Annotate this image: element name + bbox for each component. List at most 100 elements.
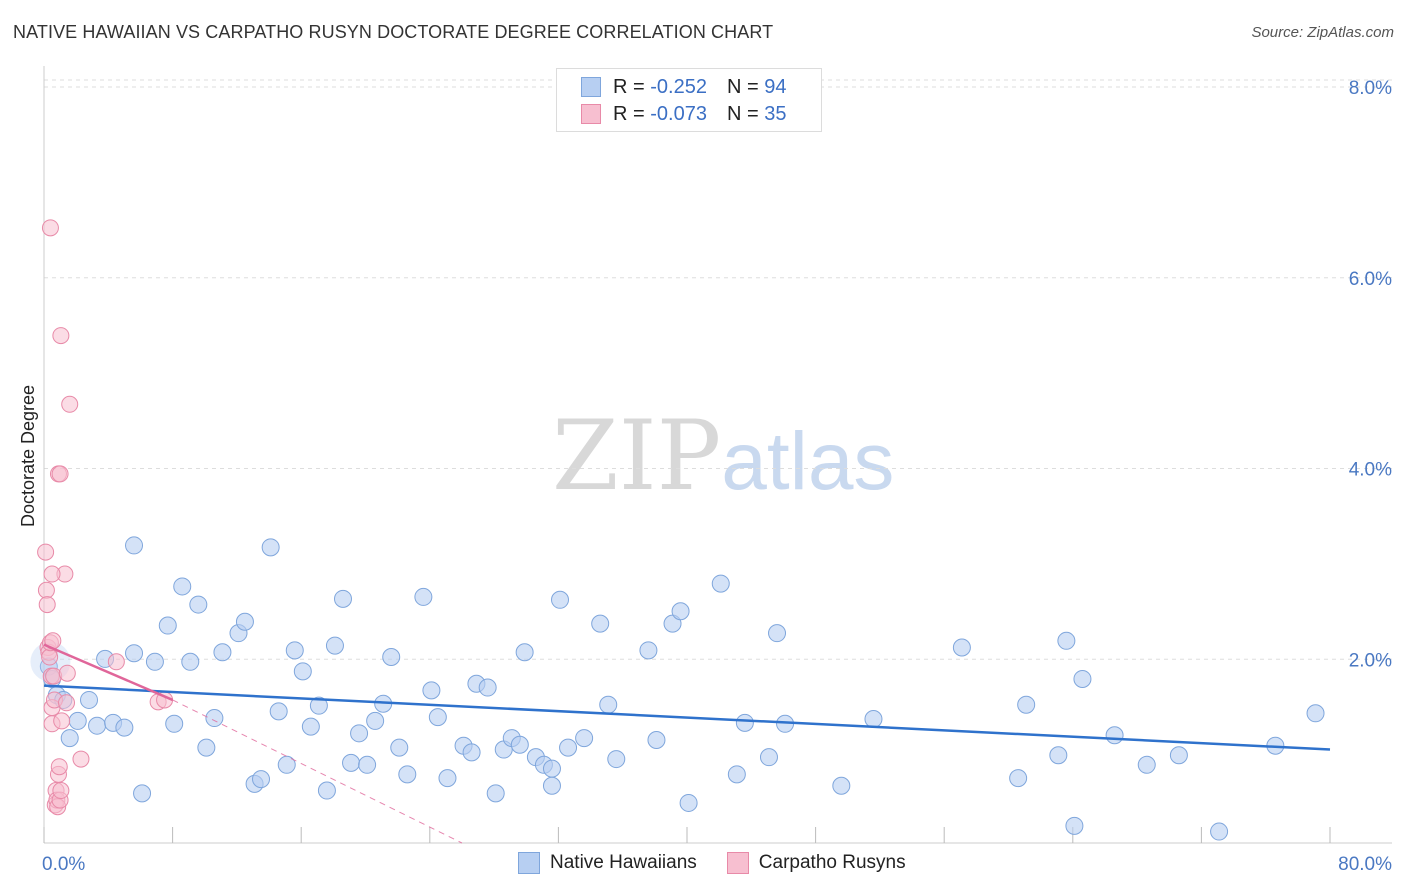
data-point-native-hawaiians <box>599 695 618 714</box>
data-point-native-hawaiians <box>390 738 409 757</box>
data-point-carpatho-rusyns <box>53 712 71 730</box>
data-point-native-hawaiians <box>1306 704 1325 723</box>
y-tick-label: 2.0% <box>1349 650 1392 671</box>
data-point-native-hawaiians <box>125 536 144 555</box>
legend-row-native-hawaiians: R = -0.252 N = 94 <box>581 75 786 99</box>
data-point-native-hawaiians <box>1137 755 1156 774</box>
legend-n-label: N = <box>726 75 759 98</box>
data-point-native-hawaiians <box>647 730 666 749</box>
legend-label-native-hawaiians: Native Hawaiians <box>550 852 697 873</box>
data-point-native-hawaiians <box>1049 746 1068 765</box>
data-point-native-hawaiians <box>213 643 232 662</box>
data-point-native-hawaiians <box>486 784 505 803</box>
data-point-native-hawaiians <box>301 717 320 736</box>
data-point-native-hawaiians <box>727 765 746 784</box>
series-carpatho-rusyns <box>37 219 174 816</box>
tick-labels: 2.0% 4.0% 6.0% 8.0% 0.0% 80.0% <box>42 78 1392 875</box>
data-point-native-hawaiians <box>1009 769 1028 788</box>
data-point-native-hawaiians <box>189 595 208 614</box>
data-point-native-hawaiians <box>145 652 164 671</box>
legend-r-label: R = <box>613 102 645 125</box>
data-point-native-hawaiians <box>735 713 754 732</box>
data-point-native-hawaiians <box>607 750 626 769</box>
source-credit: Source: ZipAtlas.com <box>1251 24 1394 41</box>
data-point-native-hawaiians <box>173 577 192 596</box>
data-point-carpatho-rusyns <box>107 653 125 671</box>
data-point-native-hawaiians <box>515 643 534 662</box>
data-point-native-hawaiians <box>293 662 312 681</box>
legend-row-carpatho-rusyns: R = -0.073 N = 35 <box>581 102 786 126</box>
data-point-native-hawaiians <box>1169 746 1188 765</box>
data-point-native-hawaiians <box>711 574 730 593</box>
data-point-native-hawaiians <box>333 589 352 608</box>
data-point-native-hawaiians <box>414 587 433 606</box>
data-point-native-hawaiians <box>133 784 152 803</box>
data-point-carpatho-rusyns <box>52 782 70 800</box>
data-point-native-hawaiians <box>428 708 447 727</box>
axes <box>43 66 1392 844</box>
legend-label-carpatho-rusyns: Carpatho Rusyns <box>758 852 906 873</box>
data-point-native-hawaiians <box>60 729 79 748</box>
data-point-native-hawaiians <box>952 638 971 657</box>
data-point-carpatho-rusyns <box>43 565 61 583</box>
legend-r-value: -0.252 <box>650 75 707 98</box>
data-point-native-hawaiians <box>864 710 883 729</box>
data-point-native-hawaiians <box>181 652 200 671</box>
trend-line-carpatho-rusyns <box>43 643 174 702</box>
data-point-native-hawaiians <box>252 770 271 789</box>
legend-n-label: N = <box>726 102 759 125</box>
data-point-native-hawaiians <box>317 781 336 800</box>
trend-lines <box>43 643 1331 844</box>
legend-item-carpatho-rusyns: Carpatho Rusyns <box>726 852 906 874</box>
data-point-carpatho-rusyns <box>41 648 59 666</box>
data-point-native-hawaiians <box>542 776 561 795</box>
data-point-native-hawaiians <box>559 738 578 757</box>
data-point-carpatho-rusyns <box>50 758 68 776</box>
data-point-carpatho-rusyns <box>38 596 56 614</box>
data-point-native-hawaiians <box>205 709 224 728</box>
legend-swatch-blue <box>518 852 540 874</box>
data-point-native-hawaiians <box>80 690 99 709</box>
legend-n-value: 35 <box>764 102 787 125</box>
data-point-native-hawaiians <box>671 602 690 621</box>
data-point-carpatho-rusyns <box>37 543 55 561</box>
legend-r-value: -0.073 <box>650 102 707 125</box>
data-point-native-hawaiians <box>342 753 361 772</box>
data-point-carpatho-rusyns <box>52 327 70 345</box>
trend-line-native-hawaiians <box>43 684 1331 751</box>
data-point-native-hawaiians <box>269 702 288 721</box>
data-point-native-hawaiians <box>478 678 497 697</box>
data-point-native-hawaiians <box>165 714 184 733</box>
data-point-carpatho-rusyns <box>45 667 63 685</box>
data-point-native-hawaiians <box>1210 822 1229 841</box>
y-tick-label: 6.0% <box>1349 269 1392 290</box>
data-point-native-hawaiians <box>1057 631 1076 650</box>
legend-n-value: 94 <box>764 75 787 98</box>
data-point-native-hawaiians <box>358 755 377 774</box>
data-point-native-hawaiians <box>158 616 177 635</box>
series-legend: Native Hawaiians Carpatho Rusyns <box>518 852 936 874</box>
data-point-native-hawaiians <box>1065 816 1084 835</box>
data-point-native-hawaiians <box>510 735 529 754</box>
data-point-native-hawaiians <box>1073 669 1092 688</box>
y-tick-label: 4.0% <box>1349 460 1392 481</box>
data-point-native-hawaiians <box>832 776 851 795</box>
data-point-native-hawaiians <box>366 711 385 730</box>
legend-swatch-blue <box>581 77 601 97</box>
series-native-hawaiians <box>30 536 1325 841</box>
x-tick-label: 80.0% <box>1338 854 1392 875</box>
legend-r-label: R = <box>613 75 645 98</box>
data-point-native-hawaiians <box>261 538 280 557</box>
data-point-native-hawaiians <box>382 648 401 667</box>
legend-item-native-hawaiians: Native Hawaiians <box>518 852 697 874</box>
data-point-carpatho-rusyns <box>37 581 55 599</box>
data-point-native-hawaiians <box>768 624 787 643</box>
data-point-carpatho-rusyns <box>72 750 90 768</box>
chart-title: NATIVE HAWAIIAN VS CARPATHO RUSYN DOCTOR… <box>13 22 774 42</box>
data-point-native-hawaiians <box>398 765 417 784</box>
data-point-native-hawaiians <box>551 590 570 609</box>
data-point-native-hawaiians <box>1105 726 1124 745</box>
data-point-native-hawaiians <box>88 716 107 735</box>
legend-swatch-pink <box>581 104 601 124</box>
